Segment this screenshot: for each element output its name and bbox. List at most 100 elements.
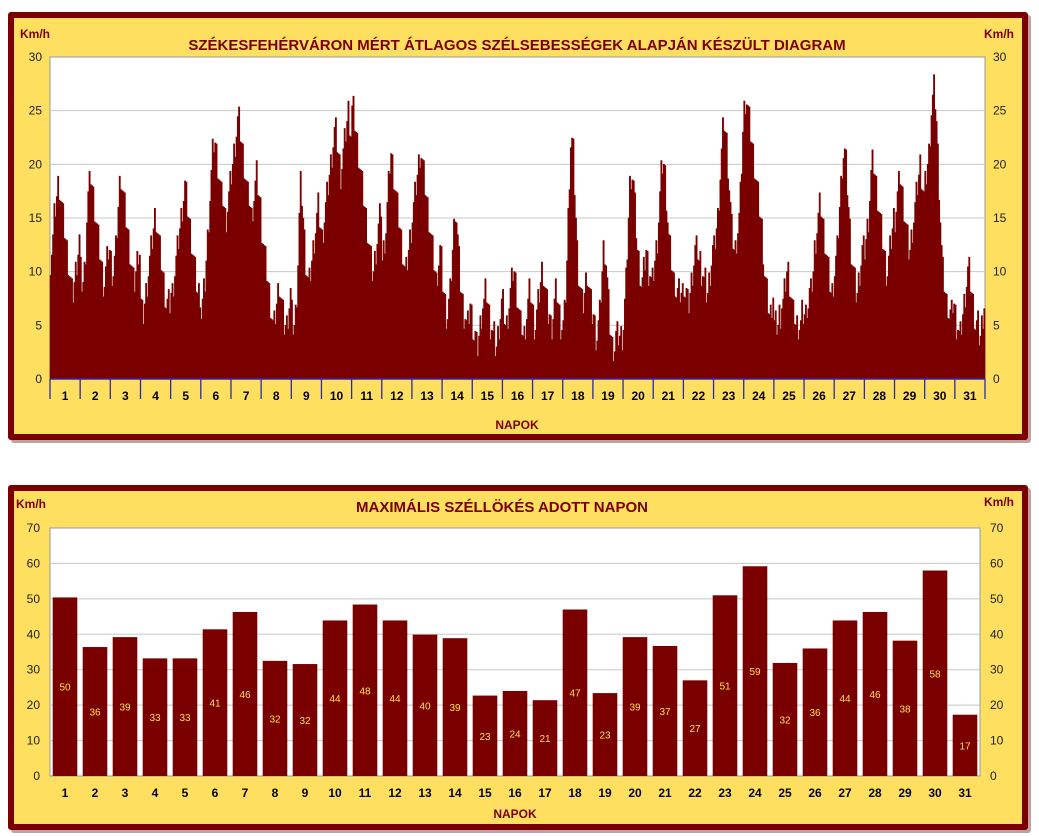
x-tick-label: 6 — [213, 389, 220, 403]
data-label: 46 — [869, 690, 881, 701]
x-tick-label: 4 — [152, 389, 159, 403]
x-tick-label: 23 — [722, 389, 736, 403]
chart-title: MAXIMÁLIS SZÉLLÖKÉS ADOTT NAPON — [356, 499, 648, 516]
y-tick-label-right: 70 — [990, 521, 1004, 535]
data-label: 21 — [539, 734, 551, 745]
bar — [862, 611, 888, 776]
y-axis-left: 0 10 20 30 40 50 60 70 — [27, 521, 41, 783]
y-tick-label-left: 25 — [29, 104, 43, 118]
chart-title: SZÉKESFEHÉRVÁRON MÉRT ÁTLAGOS SZÉLSEBESS… — [188, 37, 845, 54]
data-label: 40 — [419, 701, 431, 712]
x-tick-label: 14 — [448, 786, 462, 800]
x-tick-label: 17 — [538, 786, 552, 800]
y-tick-label-right: 5 — [993, 318, 1000, 332]
y-tick-label-left: 15 — [29, 211, 43, 225]
x-tick-label: 7 — [242, 786, 249, 800]
data-label: 27 — [689, 724, 701, 735]
x-tick-label: 15 — [478, 786, 492, 800]
data-label: 47 — [569, 689, 581, 700]
x-tick-label: 21 — [662, 389, 676, 403]
bar — [142, 658, 168, 776]
y-tick-label-left: 20 — [29, 157, 43, 171]
y-tick-label-right: 30 — [990, 663, 1004, 677]
y-axis-right: 0 10 20 30 40 50 60 70 — [990, 521, 1004, 783]
x-tick-label: 8 — [272, 786, 279, 800]
y-axis-right: 0 5 10 15 20 25 30 — [993, 50, 1007, 386]
y-tick-label-left: 10 — [27, 734, 41, 748]
bar — [502, 690, 528, 776]
bar — [292, 664, 318, 776]
data-label: 59 — [749, 667, 761, 678]
x-tick-label: 10 — [330, 389, 344, 403]
bar — [712, 595, 738, 776]
bar — [472, 695, 498, 776]
x-tick-label: 11 — [360, 389, 373, 403]
x-tick-label: 22 — [692, 389, 706, 403]
x-tick-label: 15 — [481, 389, 495, 403]
y-tick-label-left: 70 — [27, 521, 41, 535]
y-tick-label-left: 50 — [27, 592, 41, 606]
x-tick-label: 18 — [571, 389, 585, 403]
x-tick-labels: 1 2 3 4 5 6 7 8 9 10 11 12 13 14 15 16 17 18 19 20 21 22 23 24 2… — [62, 786, 972, 800]
y-tick-label-right: 25 — [993, 104, 1007, 118]
y-tick-label-right: 30 — [993, 50, 1007, 64]
x-tick-label: 9 — [303, 389, 310, 403]
y-axis-left: 0 5 10 15 20 25 30 — [29, 50, 43, 386]
data-label: 46 — [239, 690, 251, 701]
bar — [682, 680, 708, 776]
x-axis — [49, 378, 986, 399]
data-label: 44 — [389, 694, 401, 705]
bar — [922, 570, 948, 776]
x-tick-label: 31 — [963, 389, 977, 403]
x-tick-label: 7 — [243, 389, 250, 403]
x-tick-label: 21 — [658, 786, 672, 800]
data-label: 23 — [599, 731, 611, 742]
data-label: 33 — [149, 713, 161, 724]
x-tick-label: 1 — [62, 786, 69, 800]
y-tick-label-left: 5 — [35, 318, 42, 332]
data-label: 51 — [719, 682, 731, 693]
bar — [382, 620, 408, 776]
bar — [172, 658, 198, 776]
data-label: 48 — [359, 686, 371, 697]
data-label: 39 — [449, 703, 461, 714]
bar — [772, 662, 798, 776]
y-tick-label-left: 30 — [29, 50, 43, 64]
y-tick-label-right: 10 — [990, 734, 1004, 748]
bar — [322, 620, 348, 776]
x-tick-label: 26 — [812, 389, 826, 403]
data-label: 17 — [959, 741, 971, 752]
y-tick-label-left: 60 — [27, 556, 41, 570]
data-label: 32 — [779, 715, 791, 726]
x-tick-label: 16 — [511, 389, 525, 403]
bar — [802, 648, 828, 776]
x-tick-label: 19 — [601, 389, 615, 403]
bar — [952, 714, 978, 776]
x-tick-label: 13 — [420, 389, 434, 403]
bar — [82, 647, 108, 776]
y-unit-right: Km/h — [984, 495, 1014, 509]
x-tick-label: 10 — [328, 786, 342, 800]
bar — [442, 638, 468, 776]
bar — [622, 637, 648, 776]
x-tick-label: 22 — [688, 786, 702, 800]
x-tick-label: 26 — [808, 786, 822, 800]
bar — [112, 637, 138, 776]
y-tick-label-right: 0 — [993, 372, 1000, 386]
x-tick-labels: 1 2 3 4 5 6 7 8 9 10 11 12 13 14 15 16 17 18 19 20 21 22 23 24 2… — [62, 389, 977, 403]
y-unit-left: Km/h — [20, 27, 50, 41]
bar — [562, 609, 588, 776]
x-tick-label: 30 — [928, 786, 942, 800]
data-labels: 50 36 39 33 33 41 46 32 32 44 48 44 40 39 23 24 21 47 23 39… — [59, 667, 971, 752]
x-tick-label: 6 — [212, 786, 219, 800]
bar — [832, 620, 858, 776]
x-tick-label: 29 — [898, 786, 912, 800]
x-tick-label: 24 — [748, 786, 762, 800]
x-tick-label: 19 — [598, 786, 612, 800]
y-tick-label-right: 10 — [993, 265, 1007, 279]
bar — [652, 645, 678, 776]
x-tick-label: 27 — [843, 389, 857, 403]
x-tick-label: 23 — [718, 786, 732, 800]
data-label: 58 — [929, 669, 941, 680]
